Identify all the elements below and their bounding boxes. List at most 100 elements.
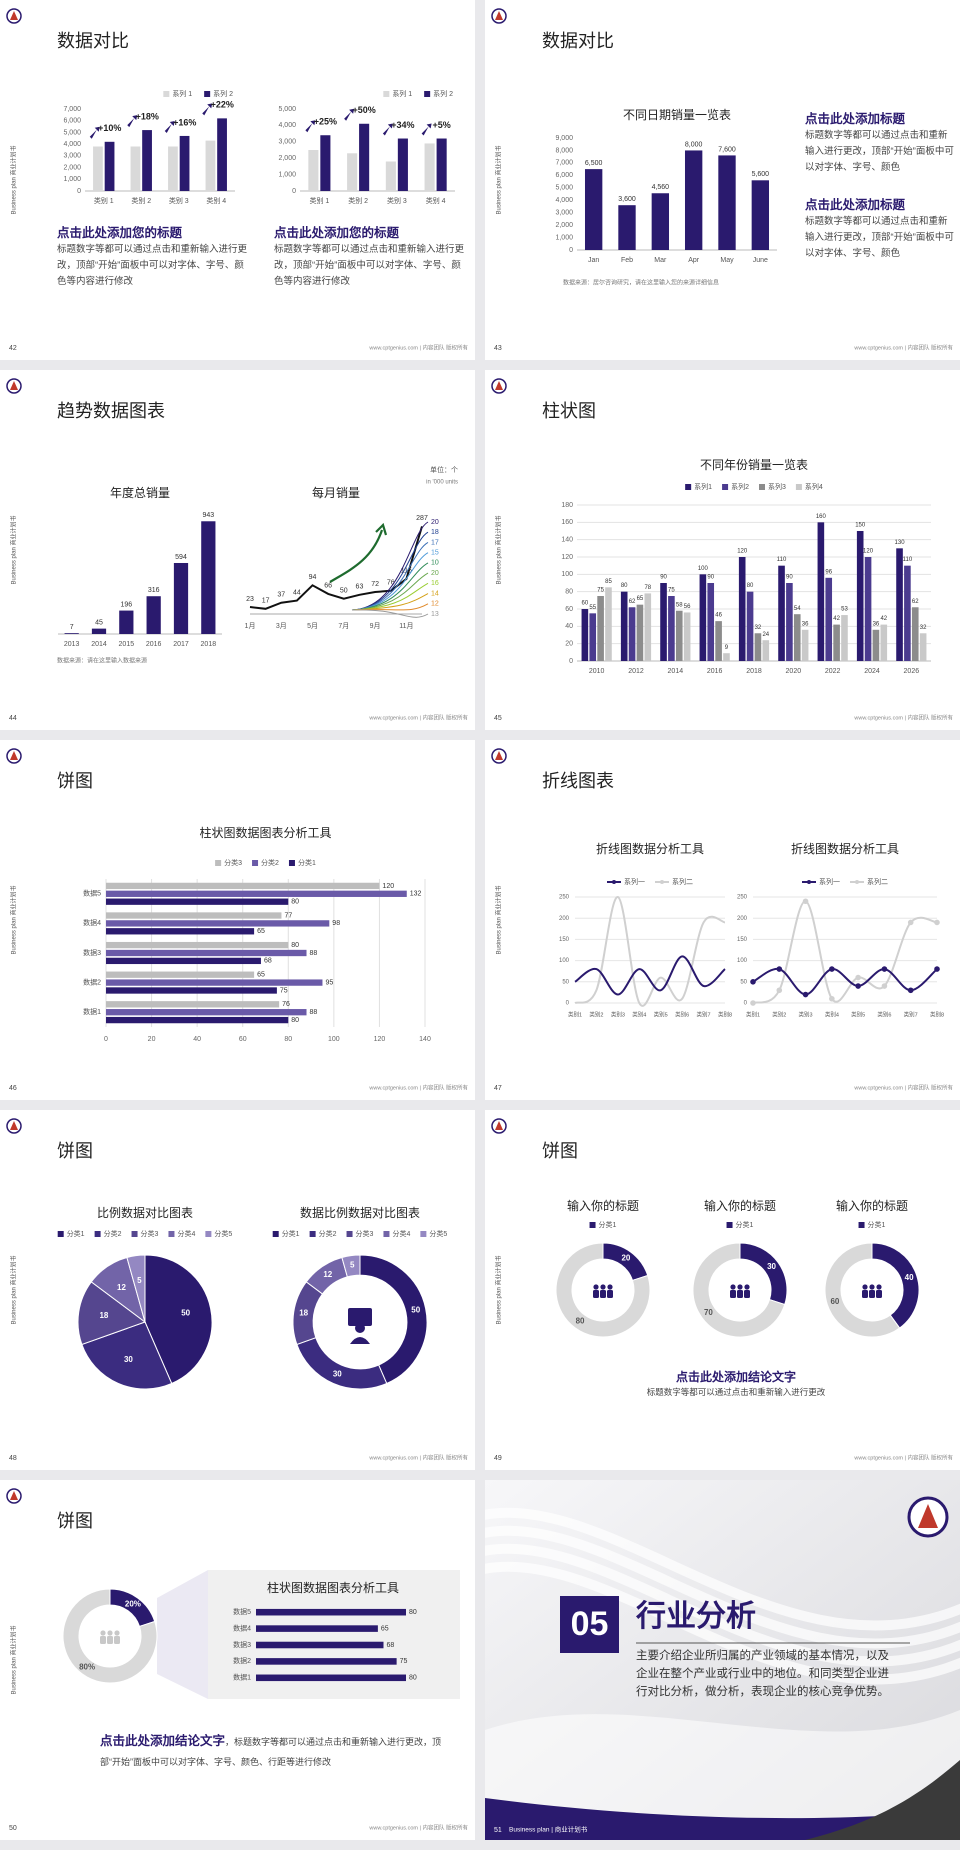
logo-mark bbox=[495, 11, 503, 20]
data-label: 53 bbox=[841, 607, 848, 613]
footer: www.cptgenius.com | 内容团队 版权所有 bbox=[853, 713, 953, 721]
x-tick-label: 类别6 bbox=[877, 1010, 891, 1018]
y-tick-label: 数据2 bbox=[233, 1656, 251, 1665]
legend-item: 系列3 bbox=[759, 482, 786, 491]
logo-mark bbox=[10, 11, 18, 20]
logo-mark bbox=[10, 751, 18, 760]
legend-marker bbox=[855, 880, 859, 884]
chart-title: 不同日期销量一览表 bbox=[623, 107, 731, 122]
side-label: 20 bbox=[431, 570, 439, 577]
bar bbox=[256, 1674, 406, 1682]
y-tick-label: 0 bbox=[569, 247, 573, 254]
data-label: 75 bbox=[668, 588, 675, 594]
bar bbox=[738, 557, 746, 661]
bar bbox=[106, 949, 307, 957]
x-tick-label: 2018 bbox=[201, 641, 217, 648]
y-tick-label: 200 bbox=[559, 916, 570, 922]
data-label: 72 bbox=[371, 581, 379, 588]
legend-label: 分类3 bbox=[141, 1229, 159, 1238]
x-tick-label: 类别1 bbox=[568, 1010, 582, 1018]
legend-item: 分类2 bbox=[94, 1229, 122, 1238]
bar bbox=[872, 629, 880, 661]
data-label: 160 bbox=[816, 514, 827, 520]
bar bbox=[397, 138, 408, 191]
x-tick-label: 20 bbox=[148, 1036, 156, 1043]
y-tick-label: 2,000 bbox=[555, 222, 573, 229]
data-label: 66 bbox=[324, 583, 332, 590]
y-tick-label: 0 bbox=[292, 188, 296, 195]
x-tick-label: 2013 bbox=[64, 641, 80, 648]
bar bbox=[762, 640, 770, 661]
bar bbox=[581, 609, 589, 661]
bar bbox=[856, 531, 864, 661]
data-label: 60 bbox=[582, 601, 589, 607]
side-label: Business plan 商业计划书 bbox=[10, 515, 18, 584]
slide-canvas: Business plan 商业计划书 42 www.cptgenius.com |… bbox=[6, 8, 468, 352]
data-label: 23 bbox=[246, 596, 254, 603]
section-number-box bbox=[560, 1596, 619, 1653]
line-marker bbox=[907, 987, 914, 994]
y-tick-label: 4,000 bbox=[278, 122, 296, 129]
side-label: Business plan 商业计划书 bbox=[495, 1255, 503, 1324]
bar bbox=[620, 591, 628, 661]
y-tick-label: 0 bbox=[569, 658, 573, 665]
legend-label: 分类1 bbox=[282, 1229, 300, 1238]
legend-swatch bbox=[163, 91, 170, 97]
data-label: 120 bbox=[863, 549, 874, 555]
icon-frame bbox=[348, 1308, 372, 1326]
legend-swatch bbox=[858, 1222, 865, 1228]
x-tick-label: 类别7 bbox=[697, 1010, 711, 1018]
data-label: 943 bbox=[202, 512, 214, 519]
line-marker bbox=[750, 979, 756, 985]
y-tick-label: 80 bbox=[565, 589, 573, 596]
slide-canvas: Business plan 商业计划书 45 www.cptgenius.com |… bbox=[491, 378, 953, 722]
side-label: 17 bbox=[431, 539, 439, 546]
slice bbox=[341, 1254, 361, 1278]
data-label: 45 bbox=[95, 619, 103, 626]
side-label: 20 bbox=[431, 519, 439, 526]
slide: Business plan 商业计划书 47 www.cptgenius.com |… bbox=[485, 740, 960, 1100]
y-tick-label: 3,000 bbox=[555, 210, 573, 217]
bar bbox=[142, 130, 152, 191]
bar bbox=[825, 577, 833, 661]
bar bbox=[684, 150, 703, 250]
data-label: 42 bbox=[833, 616, 840, 622]
x-tick-label: 2016 bbox=[707, 668, 723, 675]
data-label: 6,500 bbox=[585, 160, 603, 167]
annotation: +5% bbox=[432, 120, 450, 130]
legend-swatch bbox=[759, 484, 765, 490]
data-label: 78 bbox=[644, 585, 651, 591]
x-tick-label: 类别 1 bbox=[309, 196, 329, 205]
x-tick-label: 类别2 bbox=[772, 1010, 786, 1018]
legend-swatch bbox=[309, 1231, 316, 1237]
y-tick-label: 180 bbox=[561, 502, 573, 509]
legend-item: 系列2 bbox=[722, 482, 749, 491]
slice-label: 40 bbox=[905, 1273, 914, 1282]
x-tick-label: 1月 bbox=[245, 622, 256, 630]
footer: www.cptgenius.com | 内容团队 版权所有 bbox=[368, 1453, 468, 1461]
data-label: 65 bbox=[257, 972, 265, 979]
bar bbox=[130, 146, 141, 191]
data-label: 32 bbox=[920, 625, 927, 631]
y-tick-label: 数据3 bbox=[233, 1640, 251, 1649]
y-tick-label: 7,000 bbox=[555, 160, 573, 167]
annotation-arrow bbox=[382, 123, 393, 136]
legend-label: 系列二 bbox=[867, 877, 888, 886]
legend-item: 系列一 bbox=[607, 877, 645, 886]
legend-item: 分类2 bbox=[309, 1229, 337, 1238]
legend-swatch bbox=[168, 1231, 175, 1237]
data-label: 75 bbox=[400, 1658, 408, 1665]
icon-body bbox=[114, 1636, 120, 1644]
slice bbox=[62, 1588, 158, 1684]
data-label: 37 bbox=[277, 592, 285, 599]
legend-label: 系列 2 bbox=[433, 89, 453, 98]
bar bbox=[106, 912, 282, 919]
x-tick-label: 40 bbox=[193, 1036, 201, 1043]
y-tick-label: 数据5 bbox=[83, 889, 101, 898]
legend-swatch bbox=[420, 1231, 427, 1237]
side-label: 15 bbox=[431, 550, 439, 557]
slide: Business plan 商业计划书 49 www.cptgenius.com |… bbox=[485, 1110, 960, 1470]
y-tick-label: 9,000 bbox=[555, 135, 573, 142]
x-tick-label: 2016 bbox=[146, 641, 162, 648]
logo-mark bbox=[10, 1121, 18, 1130]
